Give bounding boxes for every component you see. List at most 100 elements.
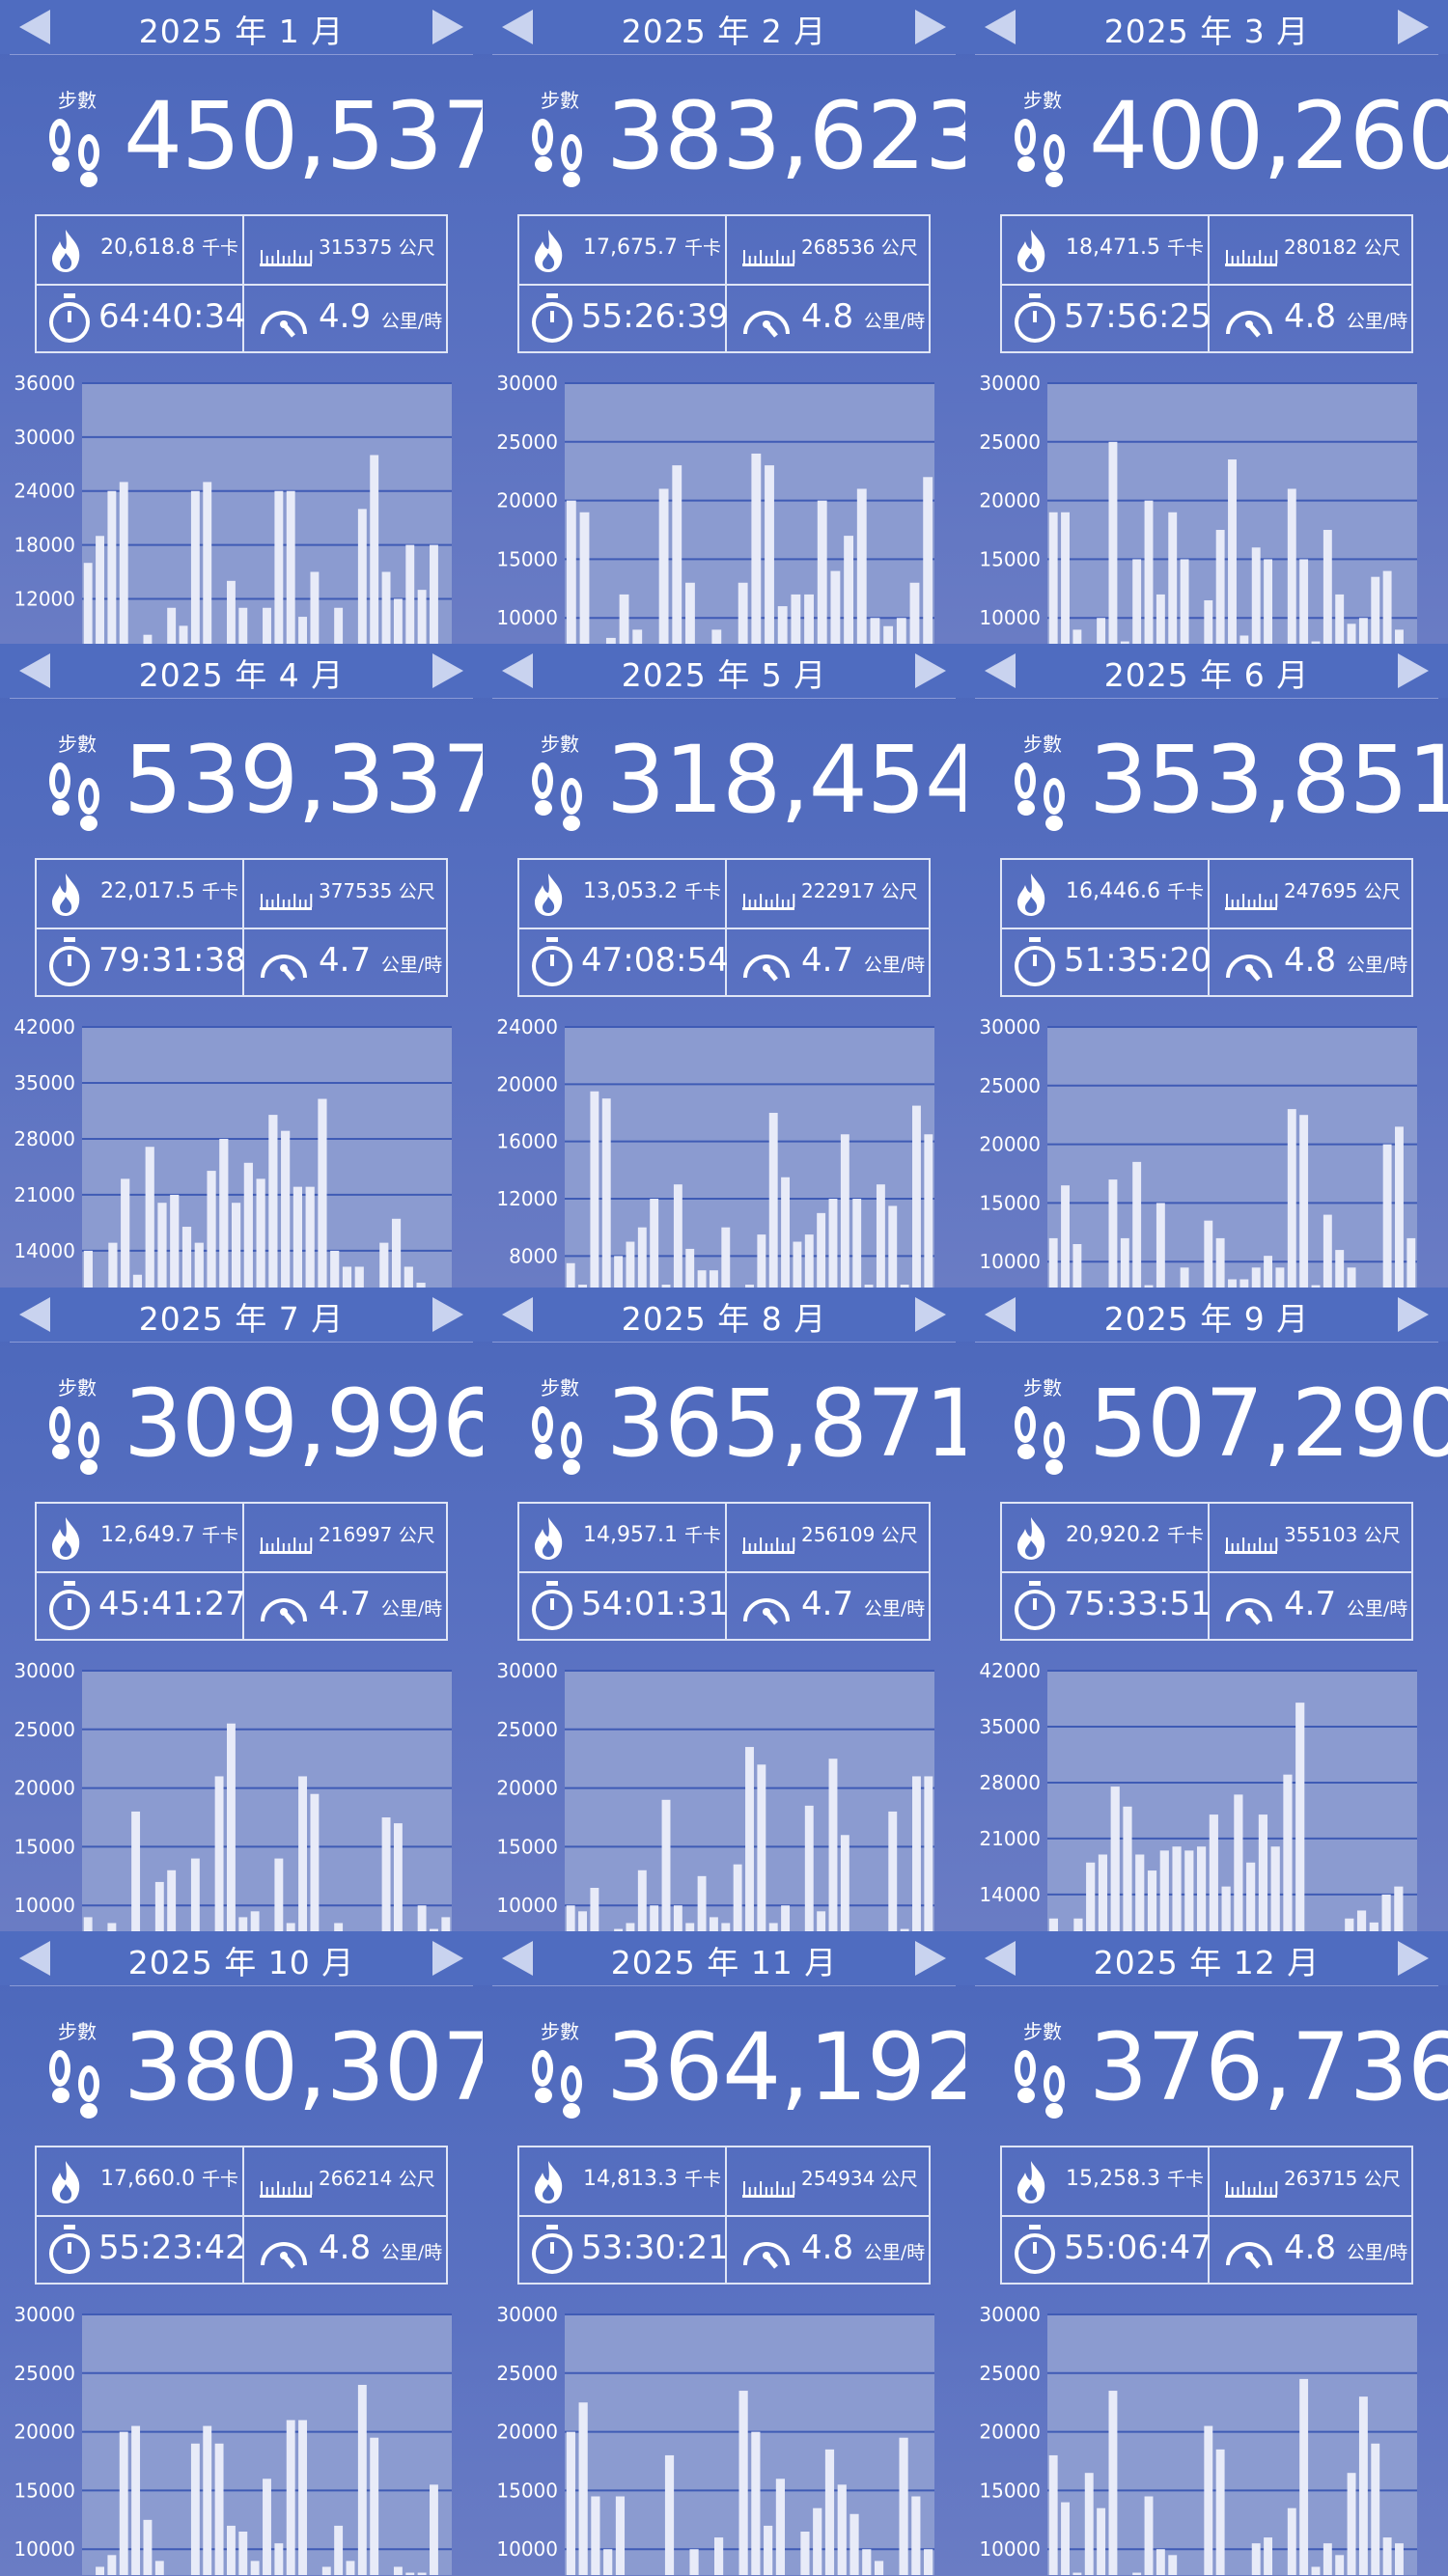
chart-bar [883,625,894,644]
stats-box: 14,957.1 千卡 256109 公尺 54:01:31 4.7 公里/時 [517,1502,931,1641]
steps-label: 步數 [1023,733,1062,756]
speedometer-icon [739,939,794,987]
y-tick-label: 12000 [496,1187,558,1210]
chart-bar [1311,1285,1321,1288]
chart-bar [637,1870,647,1931]
speedometer-icon [1222,939,1276,987]
speed-stat: 4.7 公里/時 [319,941,442,980]
chevron-right-icon[interactable] [1398,1941,1429,1976]
chart-bar [1156,594,1165,644]
chart-bar [357,2384,367,2575]
distance-stat: 315375 公尺 [319,234,435,260]
chart-bar [393,598,403,644]
chart-bar [1132,2572,1142,2575]
chart-bar [1299,2378,1309,2575]
chart-bar [179,625,188,644]
chart-bar [405,2572,415,2575]
y-tick-label: 25000 [979,1074,1041,1097]
distance-value: 268536 [801,235,876,259]
chevron-left-icon[interactable] [985,653,1016,688]
chart-bar [912,1776,921,1931]
month-panel: 2025 年 5 月步數 318,454 13,053.2 千卡 222917 公尺 4… [483,644,965,1288]
steps-label: 步數 [541,733,579,756]
chevron-right-icon[interactable] [915,1297,946,1332]
chart-bar [298,2420,308,2575]
chevron-right-icon[interactable] [432,1941,463,1976]
chart-bar [793,1241,802,1288]
speed-unit: 公里/時 [380,1598,443,1620]
chevron-left-icon[interactable] [19,1297,50,1332]
flame-icon [1012,228,1050,274]
chart-bar [1311,2566,1321,2575]
distance-unit: 公尺 [1363,1525,1401,1546]
stats-divider [1002,2215,1411,2217]
chart-bar [777,606,788,644]
chevron-left-icon[interactable] [502,1297,533,1332]
month-title: 2025 年 10 月 [127,1944,355,1981]
chart-bar [430,2484,438,2575]
speed-value: 4.8 [801,297,854,336]
chart-bar [685,1248,695,1288]
chart-bar [711,629,722,644]
chart-bar [888,1205,898,1288]
chart-bar [1132,559,1142,644]
chart-bar [757,1234,766,1288]
chevron-right-icon[interactable] [915,653,946,688]
y-tick-label: 20000 [979,489,1041,512]
chart-bar [342,1266,352,1288]
month-title: 2025 年 5 月 [621,656,827,694]
chart-bar [590,1091,599,1288]
chart-bar [1264,559,1273,644]
chevron-left-icon[interactable] [502,10,533,44]
chart-bar [310,571,320,644]
stats-divider [37,1571,446,1573]
y-tick-label: 30000 [14,1659,75,1682]
chevron-left-icon[interactable] [19,10,50,44]
chart-bar [1215,1237,1225,1288]
chart-bar [745,1747,754,1931]
chevron-left-icon[interactable] [19,1941,50,1976]
speed-unit: 公里/時 [1346,311,1408,332]
footprints-icon [44,752,106,835]
speed-unit: 公里/時 [1346,2242,1408,2263]
distance-unit: 公尺 [1363,2169,1401,2190]
chart-bar [298,1776,308,1931]
chart-bar [330,1250,340,1288]
chevron-left-icon[interactable] [985,1297,1016,1332]
month-header: 2025 年 5 月 [483,644,965,699]
duration-value: 54:01:31 [581,1585,729,1623]
chevron-right-icon[interactable] [915,1941,946,1976]
chart-bar [1311,641,1321,644]
chart-bar [601,1098,611,1288]
chevron-right-icon[interactable] [432,653,463,688]
chart-bar [1086,1862,1096,1931]
speed-value: 4.9 [319,297,372,336]
chart-bar [1287,488,1296,644]
chevron-left-icon[interactable] [502,653,533,688]
y-tick-label: 15000 [14,2479,75,2502]
chevron-left-icon[interactable] [502,1941,533,1976]
chevron-right-icon[interactable] [1398,1297,1429,1332]
chart-bar [578,2402,588,2575]
speed-stat: 4.8 公里/時 [1284,297,1407,336]
chart-bar [274,490,284,644]
chevron-left-icon[interactable] [19,653,50,688]
chevron-right-icon[interactable] [915,10,946,44]
duration-value: 57:56:25 [1064,297,1211,336]
chart-bar [1084,2473,1094,2575]
chevron-left-icon[interactable] [985,10,1016,44]
chevron-right-icon[interactable] [1398,10,1429,44]
speed-stat: 4.9 公里/時 [319,297,442,336]
header-divider [492,54,956,55]
chart-bar [286,1923,295,1931]
chevron-left-icon[interactable] [985,1941,1016,1976]
chevron-right-icon[interactable] [432,1297,463,1332]
chevron-right-icon[interactable] [432,10,463,44]
footprints-icon [1010,752,1072,835]
chart-bar [1347,623,1356,644]
chart-bar [167,607,177,644]
calories-value: 14,957.1 [583,1523,678,1547]
chevron-right-icon[interactable] [1398,653,1429,688]
chart-bar [733,1864,742,1931]
y-tick-label: 30000 [14,426,75,449]
